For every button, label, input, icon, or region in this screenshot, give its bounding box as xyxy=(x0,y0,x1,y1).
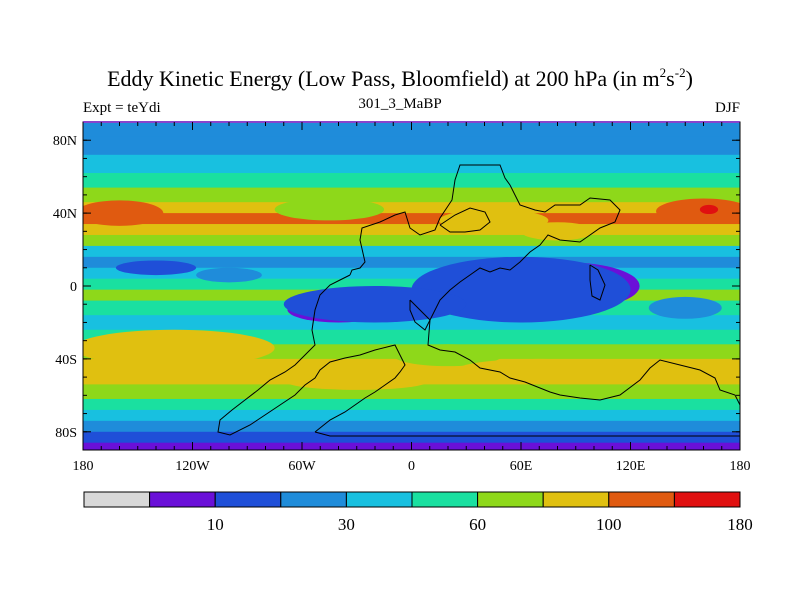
colorbar-swatch xyxy=(149,491,216,508)
field-band xyxy=(83,256,740,269)
y-tick-label: 40N xyxy=(53,207,77,222)
field-band xyxy=(83,187,740,203)
colorbar-swatch xyxy=(345,491,413,508)
field-band xyxy=(83,315,740,331)
colorbar-swatch xyxy=(477,491,544,508)
coastline-inner-3 xyxy=(409,299,431,331)
coastline-overlay xyxy=(217,164,740,437)
field-blob xyxy=(283,286,467,323)
subtitle-center: 301_3_MaBP xyxy=(358,96,442,112)
x-tick-label: 120W xyxy=(175,459,210,474)
coastline-antarctica xyxy=(314,431,740,437)
coastline-africa-eurasia xyxy=(349,164,740,406)
field-blob xyxy=(648,296,722,319)
field-band xyxy=(83,154,740,174)
title-superscript-1: 2 xyxy=(659,64,667,80)
colorbar-swatch xyxy=(280,491,347,508)
field-band xyxy=(83,202,740,214)
field-blob xyxy=(115,260,197,276)
x-tick-label: 180 xyxy=(73,459,94,474)
field-blob xyxy=(83,200,164,226)
y-tick-label: 80S xyxy=(55,426,77,441)
field-band xyxy=(83,384,740,400)
field-band xyxy=(83,431,740,444)
colorbar-swatch xyxy=(673,491,741,508)
field-blob xyxy=(274,198,385,221)
colorbar: 10 30 60 100 180 xyxy=(83,491,753,534)
colorbar-label: 30 xyxy=(338,515,355,534)
x-tick-label: 60E xyxy=(510,459,533,474)
field-band xyxy=(83,420,740,433)
y-tick-label: 0 xyxy=(70,280,77,295)
field-blob xyxy=(521,222,594,241)
field-band xyxy=(83,358,740,371)
x-tick-label: 60W xyxy=(288,459,316,474)
coastline-inner-1 xyxy=(439,207,491,233)
field-blob xyxy=(196,267,262,283)
x-tick-label: 0 xyxy=(408,459,415,474)
field-blob xyxy=(699,204,719,215)
coastline-americas xyxy=(217,274,406,436)
field-band xyxy=(83,245,740,258)
field-blob xyxy=(656,198,740,225)
field-band xyxy=(83,136,740,156)
colorbar-label: 180 xyxy=(727,515,753,534)
field-blob xyxy=(411,256,631,323)
colorbar-swatch xyxy=(608,491,675,508)
field-band xyxy=(83,173,740,189)
title-end: ) xyxy=(685,66,693,91)
field-band xyxy=(83,224,740,236)
field-band xyxy=(83,213,740,225)
chart-title: Eddy Kinetic Energy (Low Pass, Bloomfiel… xyxy=(0,66,800,92)
y-tick-label: 40S xyxy=(55,353,77,368)
colorbar-swatch xyxy=(411,491,479,508)
title-superscript-2: -2 xyxy=(674,64,686,80)
field-band xyxy=(83,409,740,422)
axes: 180 120W 60W 0 60E 120E 180 80N 40N 0 40S 80S xyxy=(53,122,751,474)
colorbar-swatch xyxy=(214,491,282,508)
colorbar-label: 10 xyxy=(207,515,224,534)
x-tick-label: 120E xyxy=(616,459,646,474)
field-blob xyxy=(457,358,622,381)
contour-field xyxy=(83,122,740,450)
colorbar-swatch xyxy=(542,491,610,508)
x-tick-label: 180 xyxy=(730,459,751,474)
colorbar-label: 60 xyxy=(469,515,486,534)
field-blob xyxy=(393,344,503,367)
title-mid: s xyxy=(666,66,675,91)
field-blob xyxy=(283,371,430,390)
field-band xyxy=(83,234,740,247)
field-blob xyxy=(438,209,549,232)
colorbar-label: 100 xyxy=(596,515,622,534)
coastline-inner-2 xyxy=(589,264,606,301)
subtitle-left: Expt = teYdi xyxy=(83,100,161,116)
y-tick-label: 80N xyxy=(53,134,77,149)
field-band xyxy=(83,278,740,291)
colorbar-swatch xyxy=(83,491,151,508)
field-blob xyxy=(83,329,275,367)
subtitle-right: DJF xyxy=(714,100,740,116)
title-text: Eddy Kinetic Energy (Low Pass, Bloomfiel… xyxy=(107,66,660,91)
field-band xyxy=(83,267,740,280)
field-band xyxy=(83,398,740,411)
